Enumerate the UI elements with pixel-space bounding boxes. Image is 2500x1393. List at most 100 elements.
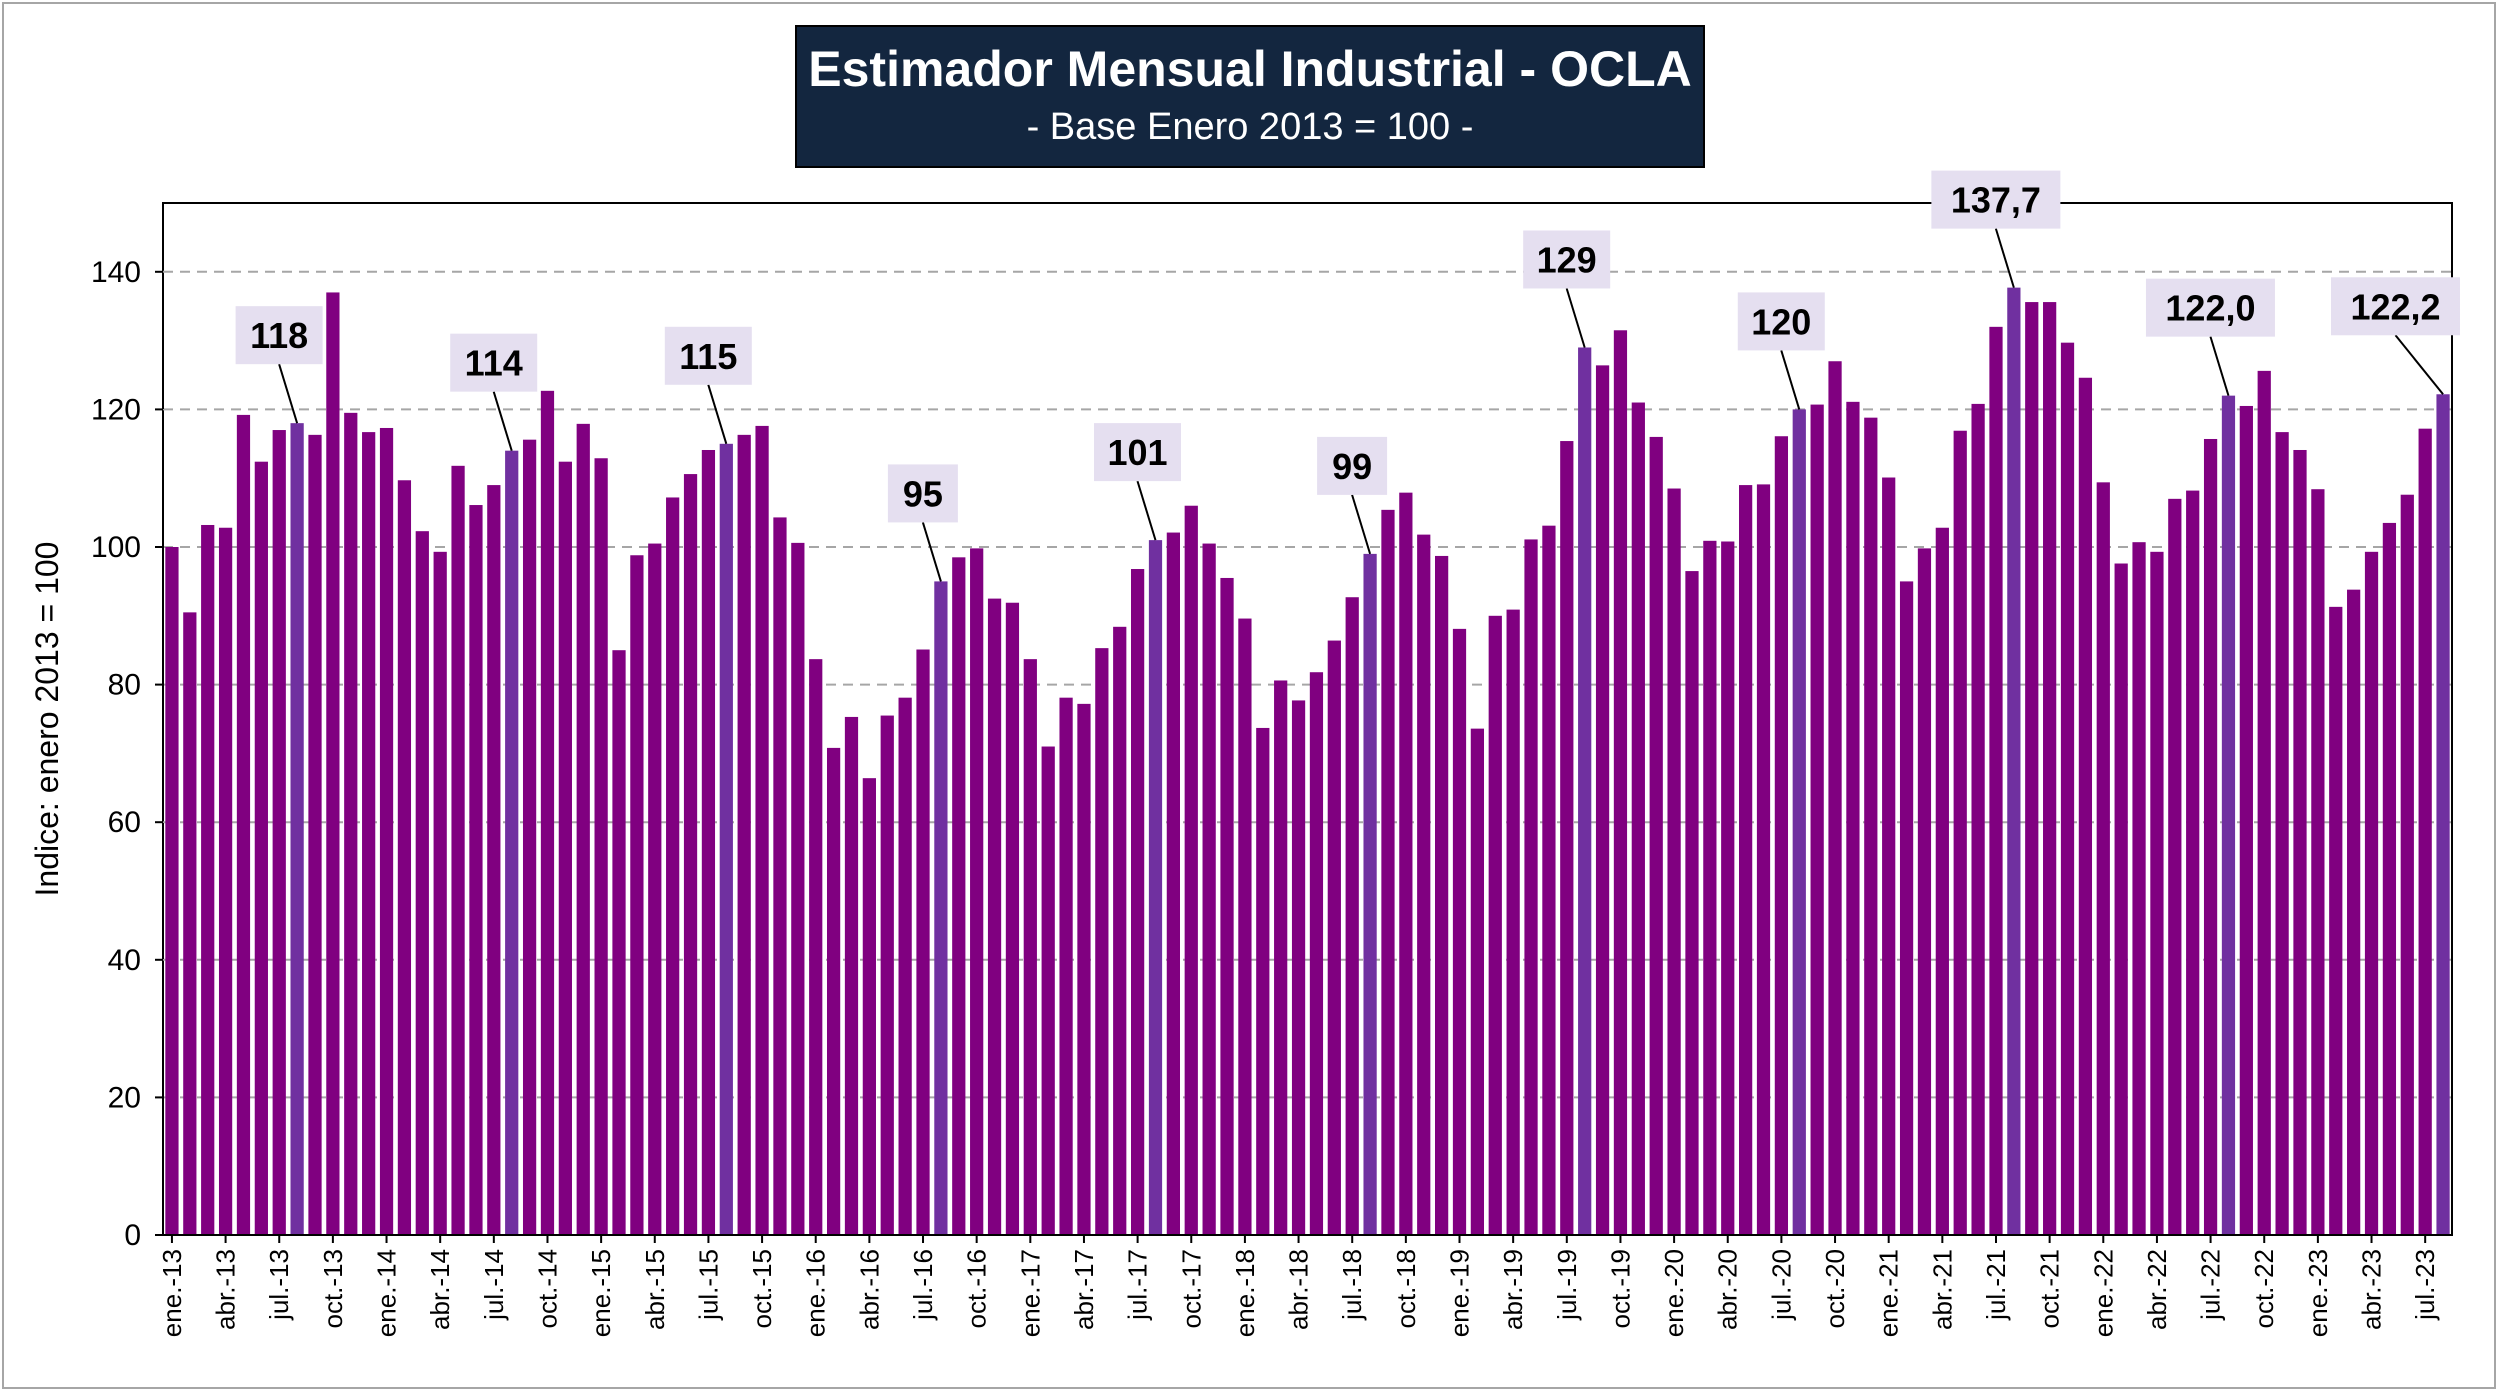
annotation-leader [1994,228,2015,288]
x-tick-label: jul.-19 [1552,1249,1582,1321]
annotation-label: 114 [465,343,523,384]
bar [1077,703,1091,1235]
bar-highlight [1363,553,1377,1235]
annotation-label: 129 [1537,239,1597,280]
bar [1667,488,1681,1235]
annotation-leader [2394,334,2444,395]
bar [576,423,590,1235]
bar [2060,342,2075,1235]
bar [683,474,698,1235]
annotation-label: 115 [679,336,737,377]
bar [2203,438,2218,1235]
bar [487,485,501,1236]
annotation-label: 122,0 [2165,288,2255,329]
x-tick-label: jul.-23 [2410,1249,2440,1321]
bar [1399,492,1413,1235]
y-axis-title: Indice: enero 2013 = 100 [29,542,65,897]
bar [1989,326,2003,1236]
annotation-leader [707,384,728,445]
bar [826,747,841,1235]
bar [898,697,912,1235]
bar [2132,542,2146,1235]
bar [862,778,876,1235]
annotation-box [1931,170,2061,229]
x-tick-label: oct.-22 [2249,1249,2279,1329]
x-tick-label: jul.-22 [2196,1249,2226,1321]
annotation-box [1317,436,1388,495]
bar [1721,541,1735,1235]
bar [1739,485,1753,1236]
bar [1524,539,1538,1235]
x-tick-label: jul.-15 [693,1249,723,1321]
x-tick-label: abr.-15 [640,1249,670,1330]
annotation-label: 99 [1332,446,1372,487]
y-tick-label: 0 [124,1219,141,1252]
bar-highlight [290,423,304,1235]
bar [1166,532,1180,1235]
annotation-leader [1780,350,1801,410]
bar [451,465,465,1235]
annotation-box [2145,278,2275,337]
bar [254,461,268,1235]
x-tick-label: oct.-19 [1605,1249,1635,1329]
y-tick-label: 100 [91,531,141,564]
bar [1846,401,1860,1235]
x-tick-label: jul.-13 [264,1249,294,1321]
bar [362,432,376,1235]
bar [218,527,233,1235]
annotation-box [664,326,752,385]
bar [666,497,680,1235]
bar [540,390,555,1236]
bar [1613,330,1628,1235]
bar [648,543,662,1235]
bar [1327,640,1341,1235]
bar [1595,365,1610,1235]
x-tick-label: ene.-23 [2303,1249,2333,1337]
bar [791,542,805,1235]
bar [2418,428,2432,1235]
bar [773,517,787,1235]
bar [1703,540,1717,1235]
x-tick-label: jul.-21 [1981,1249,2011,1321]
x-tick-label: ene.-19 [1445,1249,1475,1337]
bar [2329,606,2343,1235]
bar [2025,302,2039,1235]
x-tick-label: oct.-15 [747,1249,777,1329]
bar [165,547,179,1235]
annotation-label: 95 [903,473,943,514]
bar [612,650,626,1235]
bar-highlight [2436,394,2450,1235]
bar [1059,697,1073,1235]
bar [737,434,751,1236]
annotation-leader [1136,480,1157,541]
annotation-leader [278,363,299,424]
bar [415,531,429,1235]
y-tick-label: 140 [91,256,141,289]
x-tick-label: ene.-18 [1230,1249,1260,1337]
bar [1345,597,1359,1235]
bar [1238,618,1252,1235]
bar [433,551,447,1235]
x-tick-label: jul.-14 [479,1249,509,1321]
bar [1470,728,1485,1235]
bar [1130,569,1145,1235]
bar [326,292,340,1235]
bar [952,557,966,1235]
bar-highlight [2221,395,2236,1235]
bar [970,548,984,1235]
bar [701,449,716,1235]
bar [379,427,394,1235]
x-tick-label: abr.-13 [211,1249,241,1330]
bar-highlight [719,443,733,1235]
x-tick-label: jul.-16 [908,1249,938,1321]
bar [1953,430,1967,1235]
bar [1971,403,1985,1235]
annotation-label: 120 [1751,301,1811,342]
bar [1756,484,1771,1236]
bar [2114,563,2128,1235]
x-tick-label: jul.-20 [1766,1249,1796,1321]
bar [2096,482,2110,1235]
bar [344,412,358,1236]
bar [1184,505,1198,1236]
